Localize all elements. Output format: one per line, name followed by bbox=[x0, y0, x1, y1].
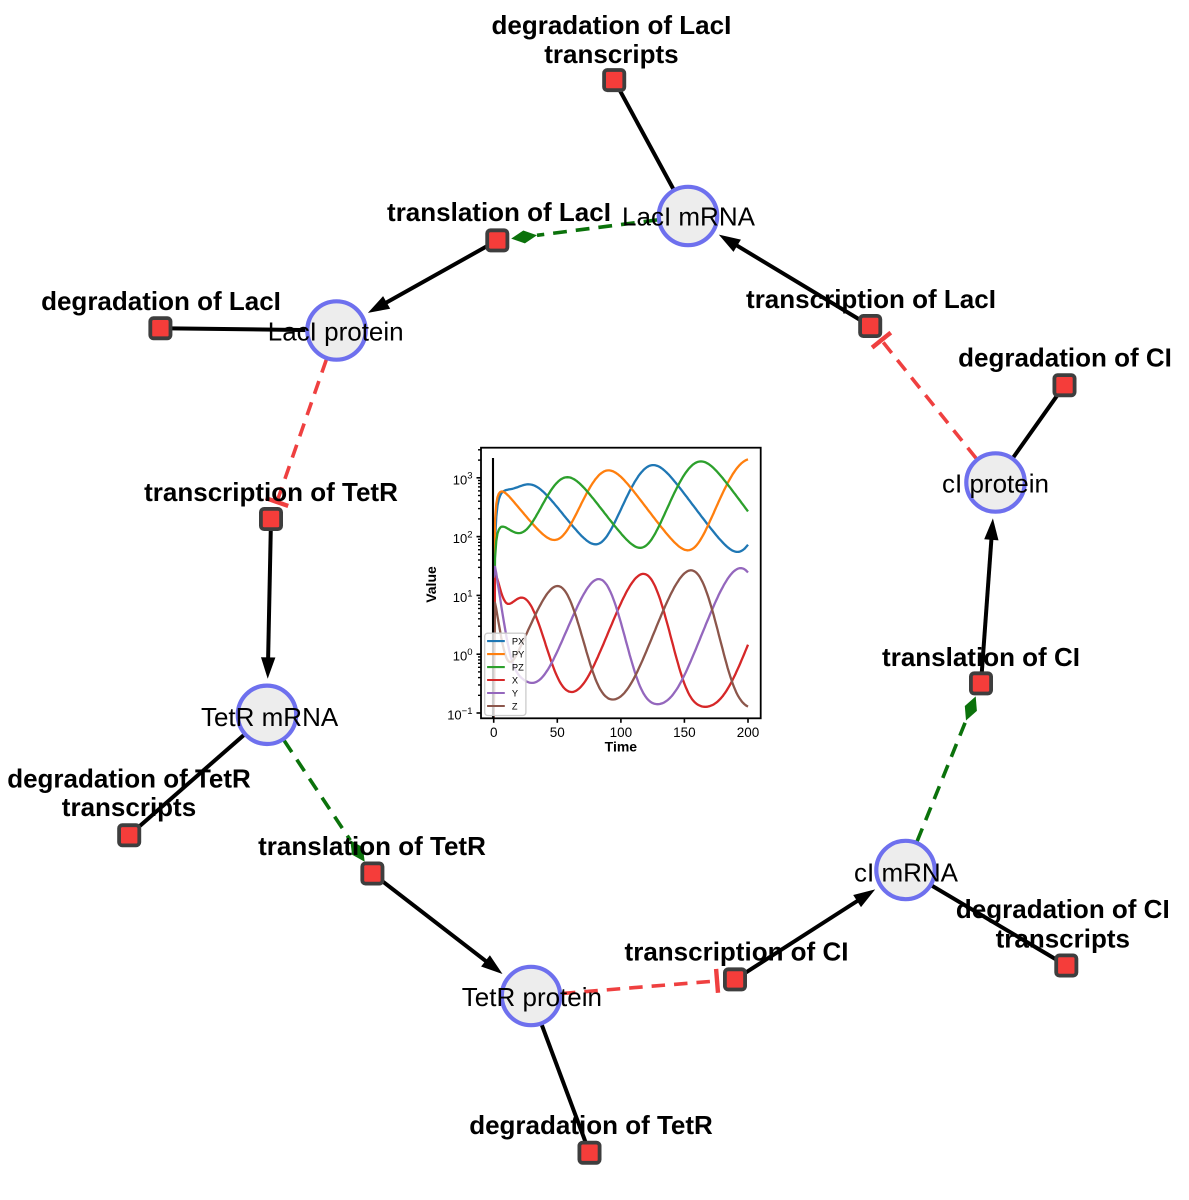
svg-text:100: 100 bbox=[610, 725, 633, 740]
svg-text:degradation of TetR: degradation of TetR bbox=[7, 764, 251, 794]
svg-text:150: 150 bbox=[673, 725, 696, 740]
svg-text:transcription of CI: transcription of CI bbox=[625, 936, 849, 966]
svg-text:X: X bbox=[512, 675, 518, 685]
svg-text:degradation of LacI: degradation of LacI bbox=[491, 10, 731, 40]
svg-text:degradation of TetR: degradation of TetR bbox=[469, 1110, 713, 1140]
svg-text:PZ: PZ bbox=[512, 662, 524, 672]
svg-text:200: 200 bbox=[737, 725, 760, 740]
svg-text:TetR mRNA: TetR mRNA bbox=[201, 702, 339, 732]
svg-text:PX: PX bbox=[512, 636, 524, 646]
svg-text:PY: PY bbox=[512, 649, 524, 659]
svg-text:degradation of LacI: degradation of LacI bbox=[41, 286, 281, 316]
svg-text:degradation of CI: degradation of CI bbox=[958, 342, 1172, 372]
svg-text:translation of TetR: translation of TetR bbox=[258, 831, 486, 861]
svg-text:LacI mRNA: LacI mRNA bbox=[622, 202, 756, 232]
svg-text:LacI protein: LacI protein bbox=[268, 317, 404, 347]
svg-text:cI mRNA: cI mRNA bbox=[854, 857, 959, 887]
svg-text:degradation of CI: degradation of CI bbox=[956, 894, 1170, 924]
svg-text:translation of CI: translation of CI bbox=[882, 642, 1080, 672]
svg-text:transcripts: transcripts bbox=[62, 792, 196, 822]
svg-text:Value: Value bbox=[423, 566, 439, 603]
svg-text:50: 50 bbox=[550, 725, 565, 740]
svg-text:transcription of TetR: transcription of TetR bbox=[144, 477, 398, 507]
svg-text:transcripts: transcripts bbox=[544, 39, 678, 69]
svg-text:transcripts: transcripts bbox=[996, 923, 1130, 953]
svg-text:TetR protein: TetR protein bbox=[462, 982, 602, 1012]
svg-text:cI protein: cI protein bbox=[942, 468, 1049, 498]
svg-text:Y: Y bbox=[512, 688, 518, 698]
svg-text:transcription of LacI: transcription of LacI bbox=[746, 284, 996, 314]
svg-text:Time: Time bbox=[605, 739, 638, 755]
svg-text:translation of LacI: translation of LacI bbox=[387, 197, 611, 227]
svg-text:0: 0 bbox=[490, 725, 498, 740]
svg-text:Z: Z bbox=[512, 701, 518, 711]
